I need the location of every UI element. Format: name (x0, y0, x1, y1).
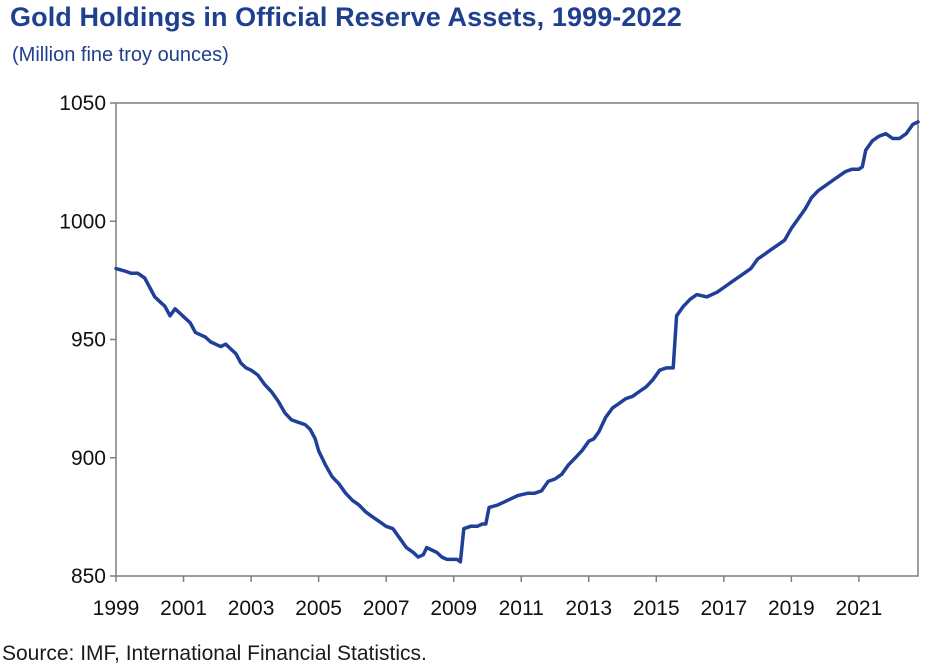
y-tick-label: 850 (71, 565, 106, 588)
x-tick-label: 2011 (499, 597, 544, 620)
x-axis: 1999 2001 2003 2005 2007 2009 2011 2013 2015 2017… (93, 576, 883, 620)
plot-area-frame (115, 102, 919, 577)
x-tick-label: 2017 (700, 597, 747, 620)
y-tick-label: 1000 (59, 210, 106, 233)
chart-title: Gold Holdings in Official Reserve Assets… (10, 2, 682, 32)
x-tick-label: 1999 (93, 597, 140, 620)
series-layer (114, 120, 920, 564)
x-tick-label: 2007 (363, 597, 410, 620)
y-axis: 850 900 950 1000 1050 (59, 92, 116, 588)
x-tick-label: 2001 (160, 597, 207, 620)
y-tick-label: 900 (71, 447, 106, 470)
x-tick-label: 2003 (228, 597, 275, 620)
x-tick-label: 2009 (430, 597, 477, 620)
chart-subtitle: (Million fine troy ounces) (12, 44, 229, 66)
x-tick-label: 2021 (836, 597, 883, 620)
y-tick-label: 950 (71, 329, 106, 352)
x-tick-label: 2005 (295, 597, 342, 620)
x-tick-label: 2013 (565, 597, 612, 620)
gold-holdings-line (114, 120, 920, 564)
x-tick-label: 2019 (768, 597, 815, 620)
source-note: Source: IMF, International Financial Sta… (2, 642, 427, 665)
x-tick-label: 2015 (633, 597, 680, 620)
y-tick-label: 1050 (59, 92, 106, 115)
